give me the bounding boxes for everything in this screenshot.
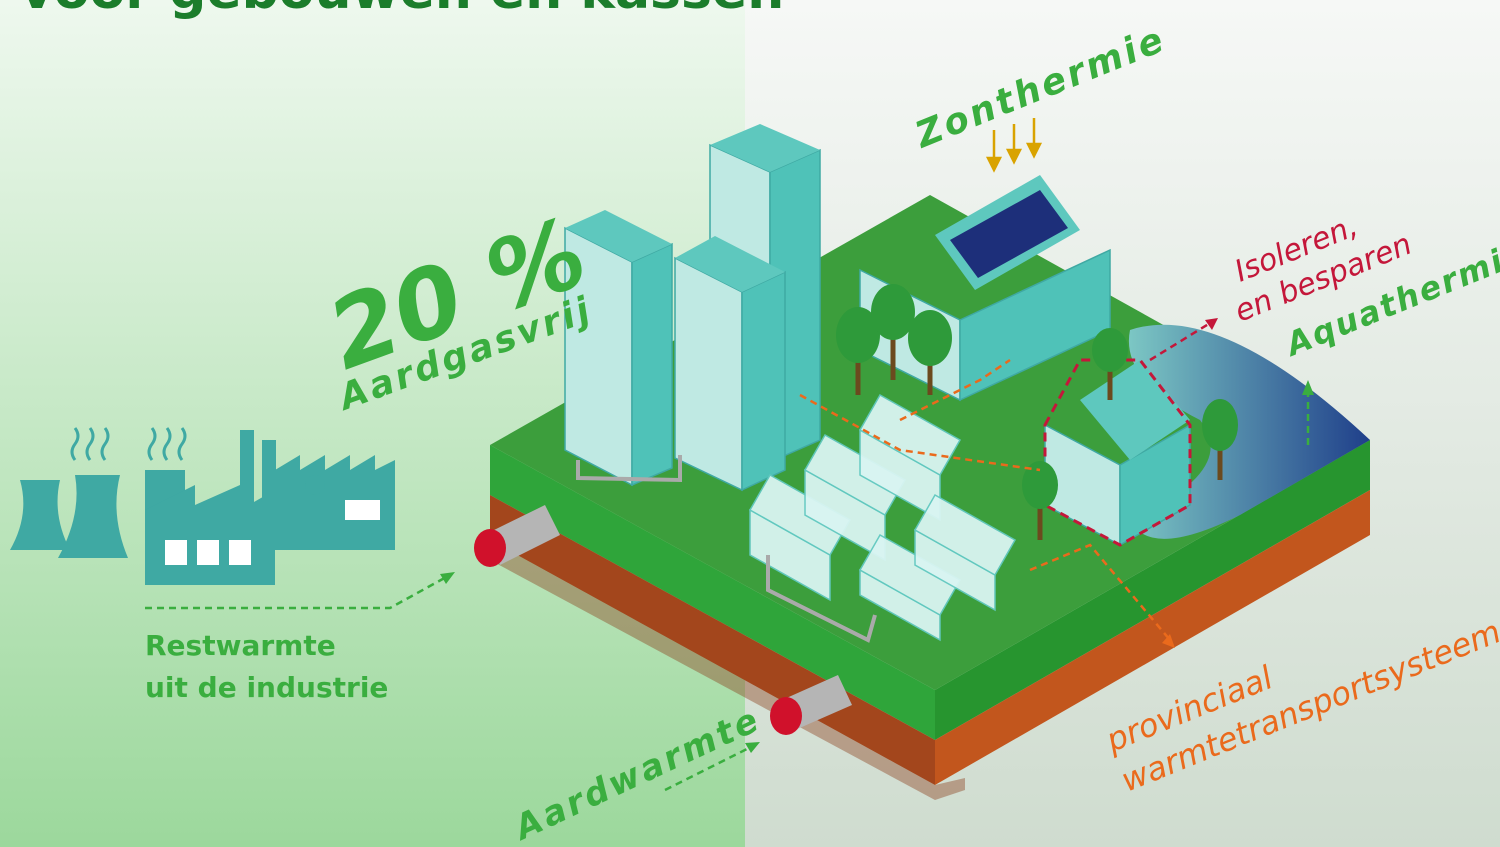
- infographic: voor gebouwen en kassen: [0, 0, 1500, 847]
- page: voor gebouwen en kassen: [0, 0, 1500, 847]
- restwarmte-label: Restwarmte: [145, 629, 336, 662]
- title: voor gebouwen en kassen: [20, 0, 784, 21]
- industrie-label: uit de industrie: [145, 671, 388, 704]
